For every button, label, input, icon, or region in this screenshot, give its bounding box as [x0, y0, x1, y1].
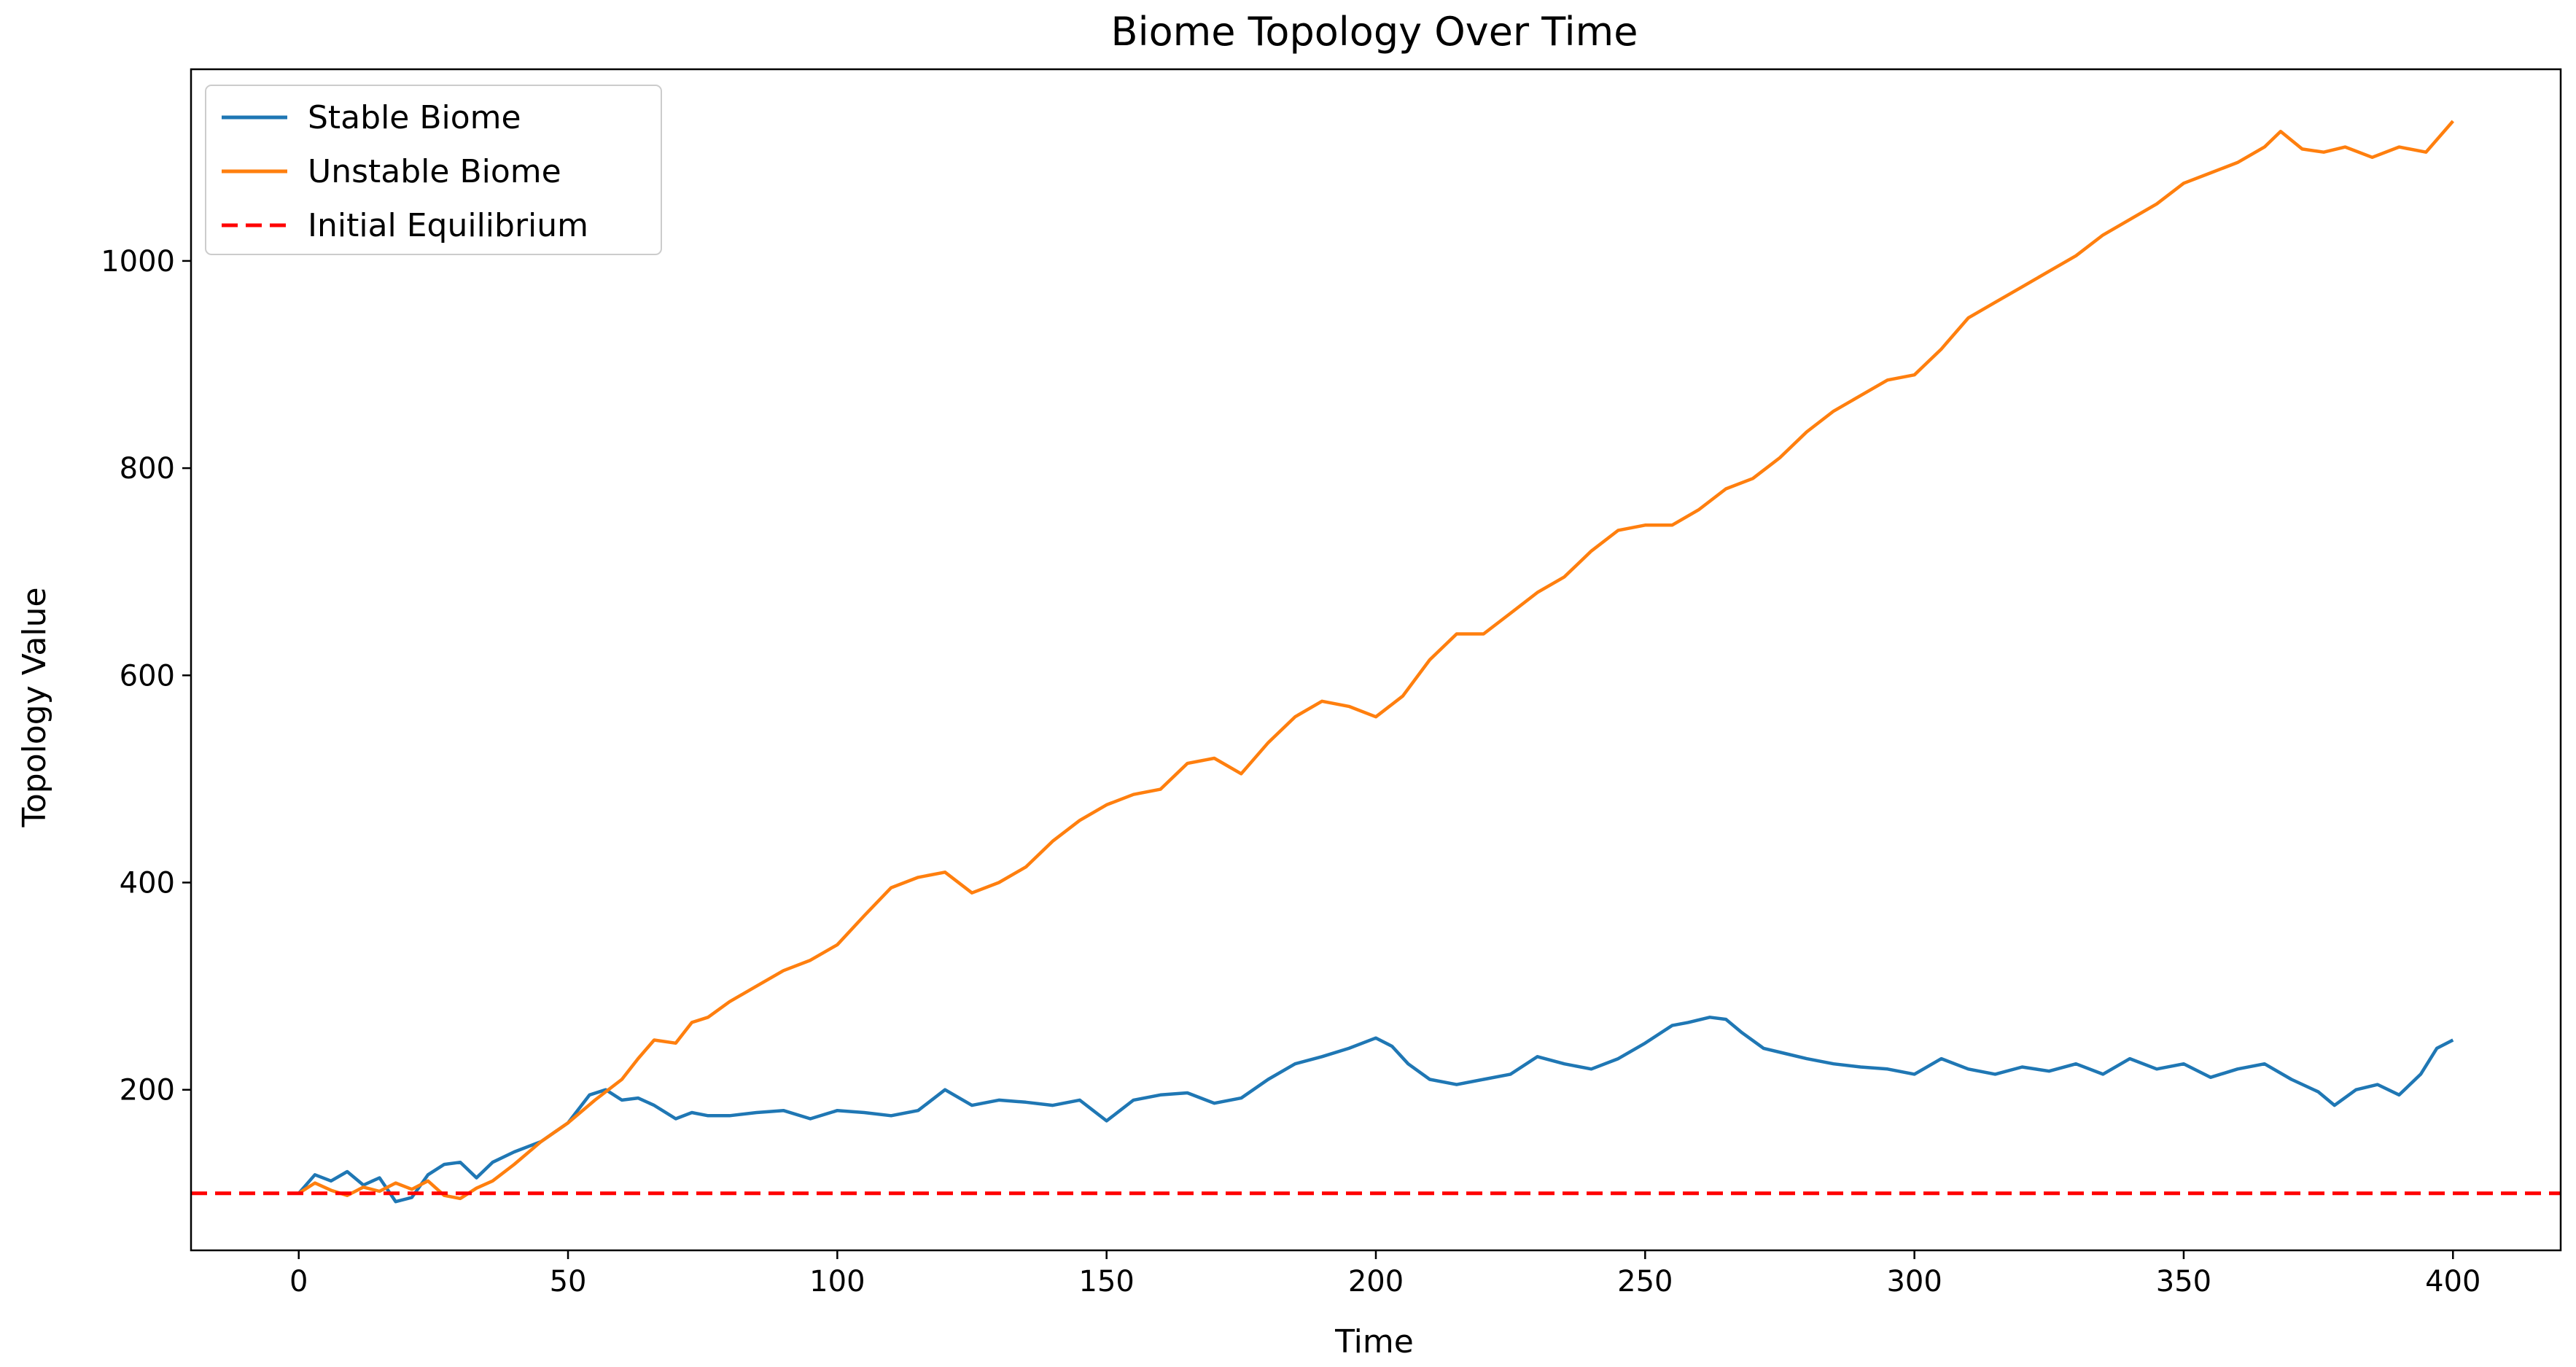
legend-label-stable-biome: Stable Biome: [308, 99, 521, 136]
plot-area: [191, 120, 2561, 1204]
series-line-stable-biome: [297, 1016, 2454, 1204]
x-tick-label: 350: [2156, 1265, 2211, 1298]
x-tick-label: 200: [1348, 1265, 1404, 1298]
y-tick-label: 400: [120, 867, 175, 900]
y-axis-label: Topology Value: [16, 587, 53, 827]
x-axis-label: Time: [1334, 1323, 1414, 1360]
y-tick-label: 600: [120, 659, 175, 693]
x-tick-label: 250: [1617, 1265, 1673, 1298]
legend-box: [205, 85, 662, 255]
legend-label-initial-equilibrium: Initial Equilibrium: [308, 207, 588, 244]
x-tick-label: 0: [289, 1265, 308, 1298]
x-axis: 0 50 100 150 200 250 300 350 400: [289, 1250, 2480, 1298]
x-tick-label: 400: [2425, 1265, 2480, 1298]
x-tick-label: 300: [1886, 1265, 1942, 1298]
y-tick-label: 1000: [101, 245, 175, 279]
x-tick-label: 100: [809, 1265, 865, 1298]
x-tick-label: 150: [1079, 1265, 1135, 1298]
chart-title: Biome Topology Over Time: [1111, 9, 1638, 55]
legend: Stable Biome Unstable Biome Initial Equili…: [205, 85, 662, 255]
x-tick-label: 50: [550, 1265, 587, 1298]
legend-label-unstable-biome: Unstable Biome: [308, 153, 561, 190]
y-axis: 200 400 600 800 1000: [101, 245, 191, 1107]
y-tick-label: 800: [120, 452, 175, 486]
series-line-unstable-biome: [297, 120, 2454, 1201]
y-tick-label: 200: [120, 1074, 175, 1107]
